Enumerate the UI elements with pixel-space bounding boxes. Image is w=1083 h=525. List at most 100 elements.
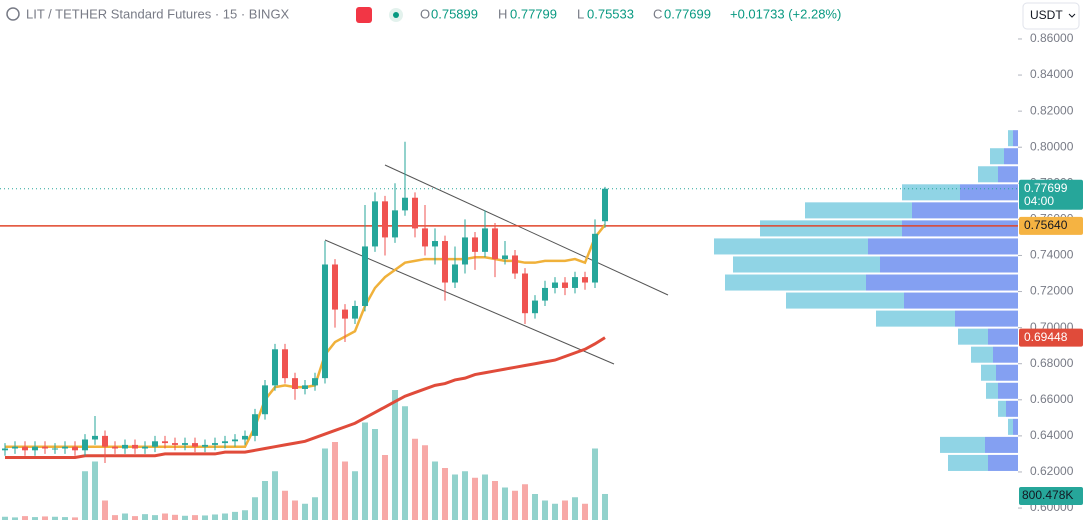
candle-body [412, 197, 418, 229]
volume-bar [122, 513, 128, 520]
candle-body [122, 444, 128, 449]
volume-bar [562, 500, 568, 520]
profile-buy [725, 274, 866, 291]
profile-sell [1004, 148, 1018, 165]
candle-body [272, 349, 278, 386]
volume-bar [292, 500, 298, 520]
candle-body [132, 444, 138, 449]
profile-buy [760, 220, 902, 237]
volume-bar [52, 516, 58, 520]
volume-badge-label: 800.478K [1022, 488, 1073, 502]
volume-bar [102, 500, 108, 520]
candle-body [382, 201, 388, 238]
axis-layer: 0.600000.620000.640000.660000.680000.700… [1018, 31, 1083, 514]
ohlc-label: H [498, 6, 507, 21]
volume-bar [132, 516, 138, 520]
symbol-title: LIT / TETHER Standard Futures · 15 · BIN… [26, 6, 290, 21]
volume-bar [572, 497, 578, 520]
last-price-badge [1019, 179, 1083, 210]
y-tick-label: 0.64000 [1030, 428, 1074, 442]
volume-bar [92, 461, 98, 520]
volume-bar [192, 515, 198, 520]
symbol-logo [6, 7, 20, 21]
dropdown-caret [1068, 13, 1076, 18]
candle-body [342, 309, 348, 319]
profile-sell [955, 310, 1018, 327]
candle-body [162, 441, 168, 444]
price-line-badge-label: 0.75640 [1024, 218, 1068, 232]
candle-body [402, 197, 408, 211]
candle-body [262, 385, 268, 415]
profile-buy [958, 328, 988, 345]
candle-body [2, 448, 8, 451]
volume-bar [212, 514, 218, 520]
profile-buy [786, 292, 904, 309]
y-tick-label: 0.62000 [1030, 464, 1074, 478]
candle-body [452, 264, 458, 283]
candle-body [352, 305, 358, 319]
volume-bar [242, 510, 248, 520]
profile-sell [988, 328, 1018, 345]
volume-bar [2, 516, 8, 520]
volume-bar [162, 513, 168, 520]
profile-sell [912, 202, 1018, 219]
ohlc-value: 0.75899 [431, 6, 478, 21]
volume-badge [1019, 487, 1083, 505]
candle-body [182, 443, 188, 445]
candle-body [292, 378, 298, 389]
volume-bar [502, 487, 508, 520]
currency-select[interactable] [1022, 2, 1080, 30]
volume-bar [542, 500, 548, 520]
volume-bar [392, 390, 398, 520]
volume-bar [12, 517, 18, 520]
profile-buy [978, 166, 998, 183]
candle-body [42, 446, 48, 449]
flag-icon[interactable] [356, 7, 372, 23]
candle-body [482, 228, 488, 252]
volume-bar [302, 503, 308, 520]
candle-body [432, 241, 438, 247]
candle-body [602, 188, 608, 222]
volume-bar [352, 471, 358, 520]
volume-bar [362, 422, 368, 520]
ohlc-value: 0.75533 [587, 6, 634, 21]
profile-sell [985, 436, 1018, 453]
candle-body [212, 443, 218, 445]
candle-body [582, 277, 588, 283]
profile-sell [902, 220, 1018, 237]
candle-body [52, 448, 58, 450]
candle-body [532, 300, 538, 314]
candle-body [302, 385, 308, 389]
volume-bar [462, 471, 468, 520]
candle-body [462, 237, 468, 265]
volume-bar [342, 461, 348, 520]
profile-sell [960, 184, 1018, 201]
profile-sell [1013, 130, 1018, 147]
candle-body [232, 439, 238, 442]
candle-body [142, 446, 148, 449]
volume-bar [332, 442, 338, 520]
volume-bar [112, 515, 118, 520]
candle-body [102, 435, 108, 447]
candle-body [282, 349, 288, 379]
ohlc-label: L [577, 6, 584, 21]
profile-buy [971, 346, 993, 363]
volume-bar [152, 515, 158, 520]
volume-bar [222, 513, 228, 520]
volume-bar [252, 497, 258, 520]
candle-body [152, 441, 158, 447]
plot-area [0, 130, 1018, 520]
volume-bar [472, 477, 478, 520]
candle-body [202, 444, 208, 447]
candle-body [422, 228, 428, 247]
candle-body [592, 233, 598, 283]
volume-bar [82, 471, 88, 520]
candle-body [562, 282, 568, 288]
candle-body [502, 255, 508, 260]
candle-body [542, 287, 548, 301]
candle-body [62, 446, 68, 449]
candle-body [322, 264, 328, 379]
volume-bar [582, 503, 588, 520]
y-tick-label: 0.72000 [1030, 284, 1074, 298]
volume-bar [592, 448, 598, 520]
